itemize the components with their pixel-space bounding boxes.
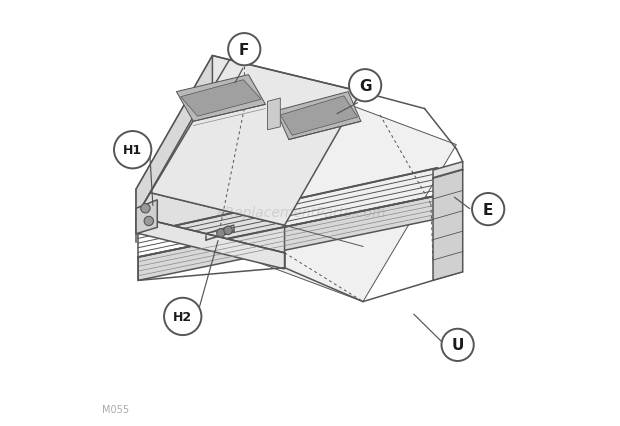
Circle shape: [224, 227, 232, 235]
Circle shape: [164, 298, 202, 335]
Circle shape: [349, 70, 381, 102]
Text: H1: H1: [123, 144, 142, 157]
Text: U: U: [451, 337, 464, 353]
Polygon shape: [136, 56, 213, 217]
Polygon shape: [180, 81, 261, 117]
Text: H2: H2: [173, 310, 192, 323]
Polygon shape: [176, 75, 265, 122]
Circle shape: [228, 34, 260, 66]
Polygon shape: [433, 162, 463, 179]
Text: eReplacementParts.com: eReplacementParts.com: [217, 206, 386, 220]
Polygon shape: [268, 99, 280, 130]
Polygon shape: [138, 196, 437, 281]
Text: E: E: [483, 202, 494, 217]
Circle shape: [114, 132, 151, 169]
Circle shape: [141, 204, 150, 213]
Text: F: F: [239, 43, 249, 58]
Polygon shape: [433, 170, 463, 281]
Circle shape: [441, 329, 474, 361]
Circle shape: [472, 193, 504, 226]
Polygon shape: [136, 217, 285, 269]
Polygon shape: [280, 97, 358, 136]
Polygon shape: [136, 190, 285, 253]
Polygon shape: [136, 200, 157, 234]
Polygon shape: [136, 56, 361, 226]
Polygon shape: [276, 92, 361, 140]
Circle shape: [216, 229, 225, 238]
Polygon shape: [136, 60, 456, 302]
Text: G: G: [359, 78, 371, 94]
Circle shape: [144, 217, 154, 226]
Text: M055: M055: [102, 404, 129, 414]
